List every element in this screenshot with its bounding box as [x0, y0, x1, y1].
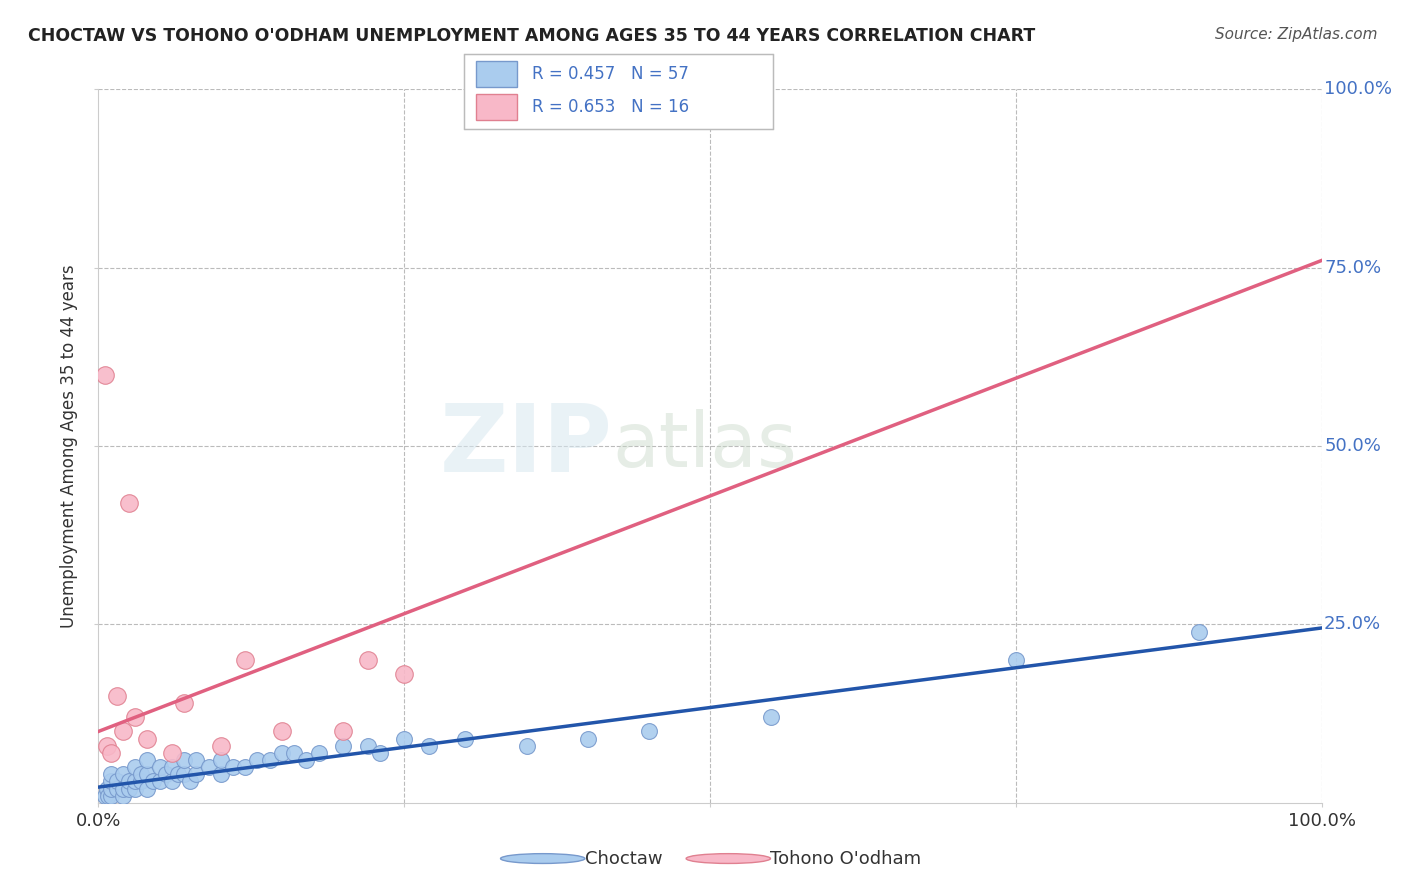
Point	[105, 689, 128, 703]
Point	[308, 746, 330, 760]
Point	[332, 724, 354, 739]
Text: atlas: atlas	[612, 409, 797, 483]
Point	[454, 731, 477, 746]
Point	[368, 746, 391, 760]
Point	[637, 724, 661, 739]
Point	[259, 753, 281, 767]
Point	[233, 760, 256, 774]
Text: CHOCTAW VS TOHONO O'ODHAM UNEMPLOYMENT AMONG AGES 35 TO 44 YEARS CORRELATION CHA: CHOCTAW VS TOHONO O'ODHAM UNEMPLOYMENT A…	[28, 27, 1035, 45]
Point	[142, 774, 165, 789]
Point	[295, 753, 318, 767]
Point	[283, 746, 305, 760]
Point	[129, 774, 152, 789]
Text: R = 0.457   N = 57: R = 0.457 N = 57	[531, 65, 689, 83]
Text: Source: ZipAtlas.com: Source: ZipAtlas.com	[1215, 27, 1378, 42]
Y-axis label: Unemployment Among Ages 35 to 44 years: Unemployment Among Ages 35 to 44 years	[60, 264, 79, 628]
Point	[160, 760, 183, 774]
Point	[96, 739, 118, 753]
Bar	[477, 62, 516, 87]
Point	[155, 767, 177, 781]
Point	[149, 760, 172, 774]
Point	[100, 774, 122, 789]
Point	[173, 767, 195, 781]
Point	[118, 781, 141, 796]
Point	[111, 781, 134, 796]
Point	[111, 789, 134, 803]
Point	[173, 753, 195, 767]
Point	[270, 724, 294, 739]
Circle shape	[686, 854, 770, 863]
Point	[1188, 624, 1211, 639]
Point	[392, 731, 416, 746]
Point	[356, 739, 378, 753]
Point	[186, 767, 208, 781]
Point	[136, 753, 159, 767]
Text: 75.0%: 75.0%	[1324, 259, 1381, 277]
Point	[392, 667, 416, 681]
Point	[111, 724, 134, 739]
Point	[124, 774, 146, 789]
Point	[124, 710, 146, 724]
Text: ZIP: ZIP	[439, 400, 612, 492]
Point	[136, 731, 159, 746]
Point	[124, 781, 146, 796]
Point	[129, 767, 152, 781]
Point	[209, 739, 232, 753]
Circle shape	[501, 854, 585, 863]
Point	[124, 760, 146, 774]
Point	[179, 774, 201, 789]
Point	[100, 781, 122, 796]
Point	[173, 696, 195, 710]
Point	[197, 760, 219, 774]
Text: 25.0%: 25.0%	[1324, 615, 1381, 633]
Point	[96, 781, 118, 796]
Point	[93, 368, 115, 382]
Point	[118, 774, 141, 789]
Text: R = 0.653   N = 16: R = 0.653 N = 16	[531, 98, 689, 116]
Point	[222, 760, 245, 774]
Point	[209, 767, 232, 781]
Point	[186, 753, 208, 767]
Bar	[477, 95, 516, 120]
Point	[105, 774, 128, 789]
Point	[118, 496, 141, 510]
Point	[270, 746, 294, 760]
Point	[100, 767, 122, 781]
Point	[97, 789, 120, 803]
Point	[100, 789, 122, 803]
Text: Choctaw: Choctaw	[585, 849, 662, 868]
Point	[418, 739, 440, 753]
Text: 100.0%: 100.0%	[1324, 80, 1392, 98]
Text: Tohono O'odham: Tohono O'odham	[770, 849, 921, 868]
Point	[149, 774, 172, 789]
Point	[100, 746, 122, 760]
Point	[111, 767, 134, 781]
Point	[246, 753, 269, 767]
Point	[761, 710, 783, 724]
Point	[515, 739, 537, 753]
Point	[105, 781, 128, 796]
Point	[136, 781, 159, 796]
Point	[167, 767, 190, 781]
Point	[233, 653, 256, 667]
Point	[356, 653, 378, 667]
Point	[160, 746, 183, 760]
Point	[209, 753, 232, 767]
Point	[93, 789, 115, 803]
Point	[136, 767, 159, 781]
Point	[1004, 653, 1026, 667]
Point	[332, 739, 354, 753]
Text: 50.0%: 50.0%	[1324, 437, 1381, 455]
Point	[576, 731, 599, 746]
Point	[160, 774, 183, 789]
